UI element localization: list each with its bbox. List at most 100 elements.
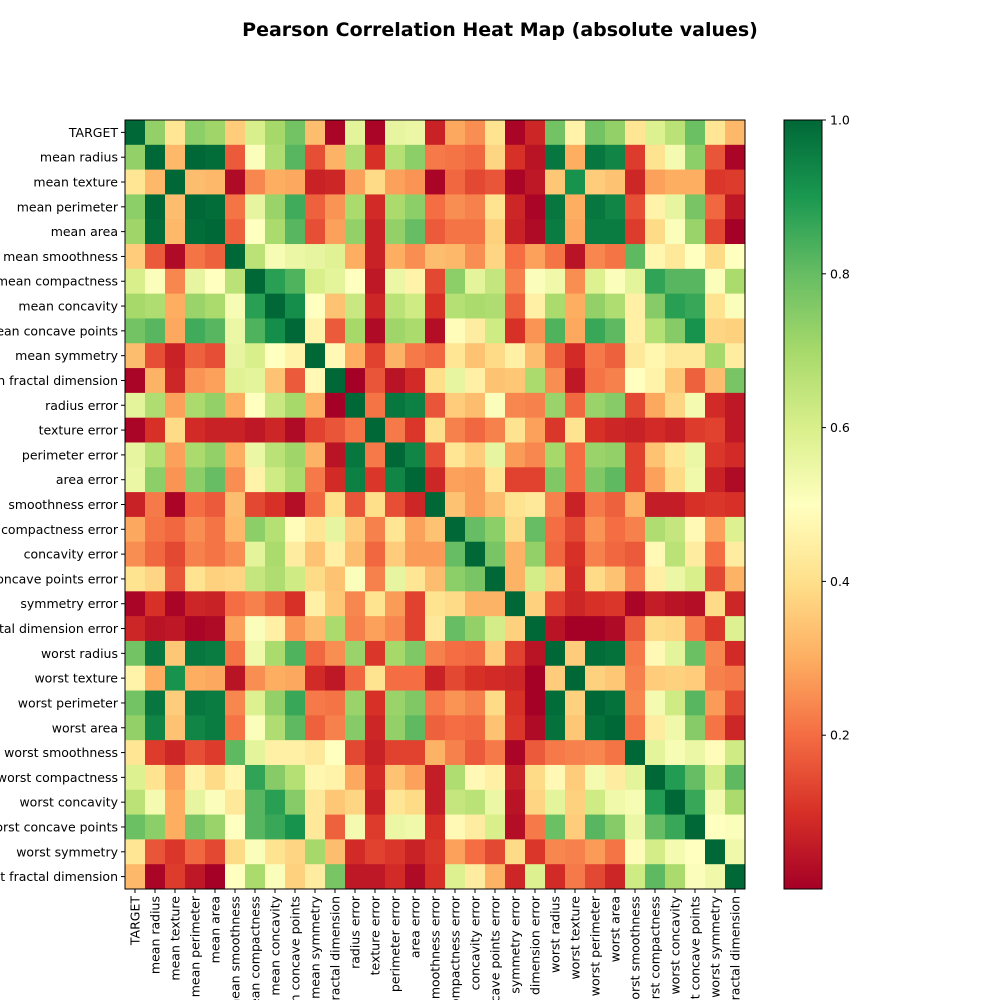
colorbar-ticks: 0.2 0.4 0.6 0.8 1.0 <box>822 113 850 743</box>
heatmap-cell <box>345 368 366 394</box>
heatmap-cell <box>585 864 606 890</box>
heatmap-cell <box>525 864 546 890</box>
heatmap-cell <box>485 417 506 443</box>
heatmap-cell <box>725 665 746 692</box>
heatmap-cell <box>605 268 626 295</box>
heatmap-cell <box>465 566 486 592</box>
y-tick-label: mean radius <box>40 150 118 165</box>
heatmap-cell <box>305 839 326 865</box>
heatmap-cell <box>345 516 366 543</box>
heatmap-cell <box>465 715 486 741</box>
heatmap-cell <box>545 690 566 716</box>
heatmap-cell <box>465 169 486 195</box>
heatmap-cell <box>645 864 666 890</box>
heatmap-cell <box>445 368 466 394</box>
heatmap-cell <box>505 318 526 344</box>
x-tick-label: worst concave points <box>688 896 703 1000</box>
heatmap-cell <box>145 343 166 369</box>
heatmap-cell <box>225 442 246 468</box>
heatmap-cell <box>365 541 386 568</box>
heatmap-cell <box>345 864 366 890</box>
heatmap-cell <box>645 144 666 171</box>
heatmap-cell <box>365 640 386 667</box>
heatmap-cell <box>365 144 386 171</box>
heatmap-cell <box>665 417 686 443</box>
heatmap-cell <box>325 789 346 816</box>
x-tick-label: mean concavity <box>268 895 283 995</box>
heatmap-cell <box>465 268 486 295</box>
heatmap-cell <box>445 194 466 220</box>
heatmap-cell <box>125 740 146 766</box>
heatmap-cell <box>665 392 686 419</box>
heatmap-cell <box>385 566 406 592</box>
heatmap-cell <box>365 244 386 270</box>
heatmap-cell <box>325 492 346 518</box>
heatmap-cell <box>565 740 586 766</box>
heatmap-cell <box>685 244 706 270</box>
heatmap-cell <box>165 467 186 493</box>
heatmap-cell <box>145 839 166 865</box>
heatmap-cell <box>385 839 406 865</box>
heatmap-cell <box>405 492 426 518</box>
heatmap-cell <box>365 665 386 692</box>
heatmap-cell <box>525 442 546 468</box>
heatmap-cell <box>685 144 706 171</box>
heatmap-cell <box>545 343 566 369</box>
heatmap-cell <box>505 764 526 791</box>
heatmap-cell <box>285 268 306 295</box>
heatmap-cell <box>345 194 366 220</box>
heatmap-cell <box>725 616 746 642</box>
heatmap-cell <box>725 764 746 791</box>
heatmap-cell <box>565 318 586 344</box>
heatmap-cell <box>665 268 686 295</box>
heatmap-cell <box>365 194 386 220</box>
heatmap-cell <box>245 392 266 419</box>
heatmap-cell <box>285 343 306 369</box>
heatmap-cell <box>345 268 366 295</box>
heatmap-cell <box>305 144 326 171</box>
heatmap-cell <box>605 740 626 766</box>
heatmap-cell <box>265 616 286 642</box>
heatmap-cell <box>225 715 246 741</box>
heatmap-cell <box>245 764 266 791</box>
heatmap-cell <box>445 839 466 865</box>
heatmap-cell <box>545 541 566 568</box>
x-tick-label: fractal dimension error <box>528 895 543 1000</box>
heatmap-cell <box>465 442 486 468</box>
heatmap-cell <box>685 343 706 369</box>
heatmap-cell <box>205 343 226 369</box>
heatmap-cell <box>365 343 386 369</box>
heatmap-cell <box>305 665 326 692</box>
heatmap-cell <box>405 665 426 692</box>
heatmap-cell <box>225 144 246 171</box>
heatmap-cell <box>225 839 246 865</box>
heatmap-cell <box>465 244 486 270</box>
heatmap-cell <box>405 417 426 443</box>
heatmap-cell <box>205 864 226 890</box>
y-tick-label: worst fractal dimension <box>0 869 118 884</box>
heatmap-cell <box>525 343 546 369</box>
x-tick-label: mean texture <box>168 896 183 981</box>
heatmap-cell <box>225 268 246 295</box>
heatmap-cell <box>185 120 206 146</box>
heatmap-cell <box>125 640 146 667</box>
heatmap-cell <box>165 665 186 692</box>
y-tick-label: mean texture <box>33 175 118 190</box>
heatmap-cell <box>345 541 366 568</box>
heatmap-cell <box>585 442 606 468</box>
heatmap-cell <box>165 616 186 642</box>
x-tick-label: mean perimeter <box>188 895 203 997</box>
heatmap-cell <box>245 194 266 220</box>
heatmap-cell <box>585 169 606 195</box>
heatmap-cell <box>705 740 726 766</box>
heatmap-cell <box>645 442 666 468</box>
heatmap-cell <box>705 169 726 195</box>
heatmap-cell <box>625 343 646 369</box>
heatmap-cell <box>265 194 286 220</box>
heatmap-cell <box>305 467 326 493</box>
heatmap-cell <box>725 343 746 369</box>
heatmap-cell <box>645 244 666 270</box>
heatmap-cell <box>405 194 426 220</box>
heatmap-cell <box>305 541 326 568</box>
y-tick-label: worst perimeter <box>18 695 119 710</box>
